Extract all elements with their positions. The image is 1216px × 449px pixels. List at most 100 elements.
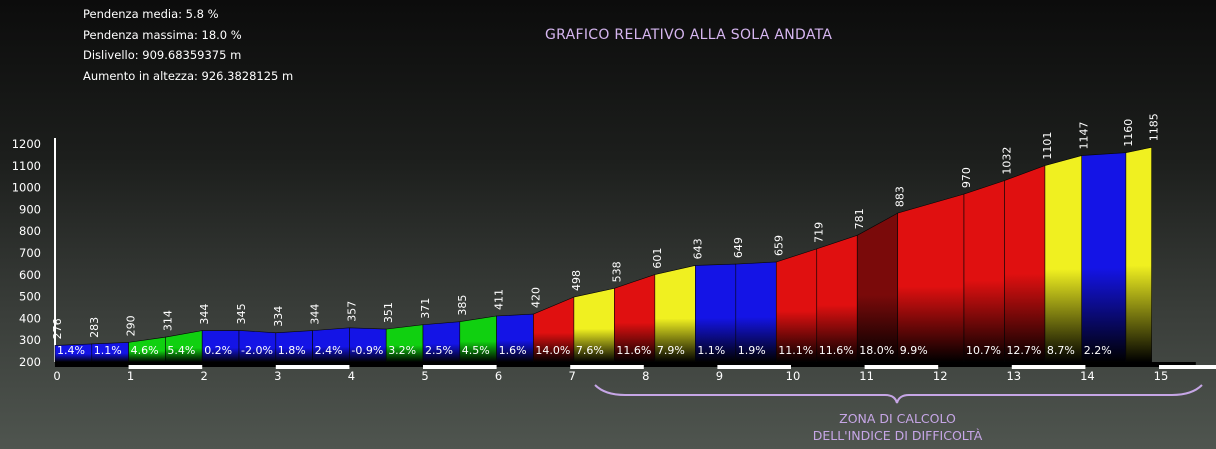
max-gradient: Pendenza massima: 18.0 % xyxy=(83,27,242,42)
x-tick-label: 15 xyxy=(1154,369,1169,383)
km-scale-bar xyxy=(1011,365,1086,369)
y-tick-label: 1200 xyxy=(12,137,41,151)
altitude-label: 334 xyxy=(272,306,285,327)
altitude-label: 314 xyxy=(161,310,174,331)
profile-segment xyxy=(1125,146,1152,363)
x-tick-label: 10 xyxy=(786,369,801,383)
x-tick-label: 3 xyxy=(274,369,281,383)
y-tick-label: 800 xyxy=(19,224,41,238)
y-tick-label: 1100 xyxy=(12,159,41,173)
y-tick-label: 300 xyxy=(19,333,41,347)
x-tick-label: 8 xyxy=(642,369,649,383)
y-tick-label: 500 xyxy=(19,290,41,304)
altitude-label: 276 xyxy=(51,318,64,339)
km-scale-bar xyxy=(1159,365,1216,369)
altitude-label: 283 xyxy=(88,317,101,338)
elevation-gain: Aumento in altezza: 926.3828125 m xyxy=(83,68,294,83)
x-tick-label: 4 xyxy=(348,369,355,383)
slope-label: 11.1% xyxy=(778,344,813,357)
slope-label: 3.2% xyxy=(388,344,416,357)
altitude-label: 1032 xyxy=(1000,147,1013,175)
altitude-label: 411 xyxy=(493,289,506,310)
elevation-difference: Dislivello: 909.68359375 m xyxy=(83,48,242,62)
x-tick-label: 1 xyxy=(127,369,134,383)
altitude-label: 1160 xyxy=(1122,119,1135,147)
y-tick-label: 600 xyxy=(19,268,41,282)
altitude-label: 643 xyxy=(691,238,704,259)
average-gradient: Pendenza media: 5.8 % xyxy=(83,7,219,21)
altitude-label: 498 xyxy=(570,270,583,291)
slope-label: 4.5% xyxy=(462,344,490,357)
x-tick-label: 5 xyxy=(421,369,428,383)
slope-label: 9.9% xyxy=(900,344,928,357)
route-stats: Pendenza media: 5.8 % Pendenza massima: … xyxy=(83,4,293,86)
altitude-label: 601 xyxy=(651,248,664,269)
chart-title: GRAFICO RELATIVO ALLA SOLA ANDATA xyxy=(545,27,833,43)
slope-label: 7.9% xyxy=(657,344,685,357)
y-tick-label: 400 xyxy=(19,311,41,325)
slope-label: 18.0% xyxy=(859,344,894,357)
profile-segment xyxy=(816,234,858,363)
x-tick-label: 6 xyxy=(495,369,502,383)
altitude-label: 420 xyxy=(529,287,542,308)
difficulty-zone-line2: DELL'INDICE DI DIFFICOLTÀ xyxy=(812,428,983,443)
x-tick-label: 2 xyxy=(201,369,208,383)
slope-label: 11.6% xyxy=(616,344,651,357)
altitude-label: 659 xyxy=(772,235,785,256)
km-scale-bar xyxy=(423,365,497,369)
x-tick-label: 13 xyxy=(1006,369,1021,383)
altitude-label: 1147 xyxy=(1078,122,1091,150)
altitude-label: 883 xyxy=(894,186,907,207)
slope-label: 2.2% xyxy=(1084,344,1112,357)
profile-segment xyxy=(1081,152,1127,363)
difficulty-zone-bracket xyxy=(594,384,1203,404)
altitude-label: 385 xyxy=(456,295,469,316)
profile-segment xyxy=(856,212,899,363)
km-scale-bar xyxy=(864,365,939,369)
slope-label: 1.1% xyxy=(697,344,725,357)
x-tick-label: 9 xyxy=(716,369,723,383)
slope-label: 4.6% xyxy=(131,344,159,357)
x-tick-label: 0 xyxy=(53,369,60,383)
altitude-label: 345 xyxy=(235,303,248,324)
x-tick-label: 7 xyxy=(569,369,576,383)
slope-label: 8.7% xyxy=(1047,344,1075,357)
y-tick-label: 700 xyxy=(19,246,41,260)
slope-label: 14.0% xyxy=(535,344,570,357)
slope-label: 5.4% xyxy=(167,344,195,357)
slope-label: 7.6% xyxy=(576,344,604,357)
altitude-label: 344 xyxy=(309,304,322,325)
slope-label: 1.6% xyxy=(499,344,527,357)
x-tick-label: 14 xyxy=(1080,369,1095,383)
x-tick-label: 11 xyxy=(859,369,874,383)
y-tick-label: 200 xyxy=(19,355,41,369)
y-tick-label: 900 xyxy=(19,202,41,216)
altitude-label: 357 xyxy=(345,301,358,322)
difficulty-zone-label: ZONA DI CALCOLO DELL'INDICE DI DIFFICOLT… xyxy=(760,410,1035,444)
slope-label: 1.4% xyxy=(57,344,85,357)
km-scale-bar xyxy=(570,365,644,369)
altitude-label: 649 xyxy=(732,237,745,258)
slope-label: -2.0% xyxy=(241,344,273,357)
altitude-label: 538 xyxy=(610,261,623,282)
slope-label: 1.8% xyxy=(278,344,306,357)
slope-label: 11.6% xyxy=(819,344,854,357)
km-scale-bar xyxy=(717,365,791,369)
altitude-label: 781 xyxy=(853,208,866,229)
profile-segment xyxy=(897,193,965,363)
slope-label: 1.9% xyxy=(738,344,766,357)
profile-segment xyxy=(1004,165,1046,363)
altitude-label: 351 xyxy=(382,302,395,323)
altitude-label: 1101 xyxy=(1041,132,1054,160)
altitude-label: 371 xyxy=(419,298,432,319)
altitude-label: 970 xyxy=(960,167,973,188)
km-scale-bar xyxy=(275,365,350,369)
altitude-label: 344 xyxy=(198,304,211,325)
slope-label: -0.9% xyxy=(351,344,383,357)
slope-label: 1.1% xyxy=(94,344,122,357)
altitude-label: 290 xyxy=(125,315,138,336)
x-tick-label: 12 xyxy=(933,369,948,383)
slope-label: 0.2% xyxy=(204,344,232,357)
profile-segment xyxy=(1044,155,1083,363)
